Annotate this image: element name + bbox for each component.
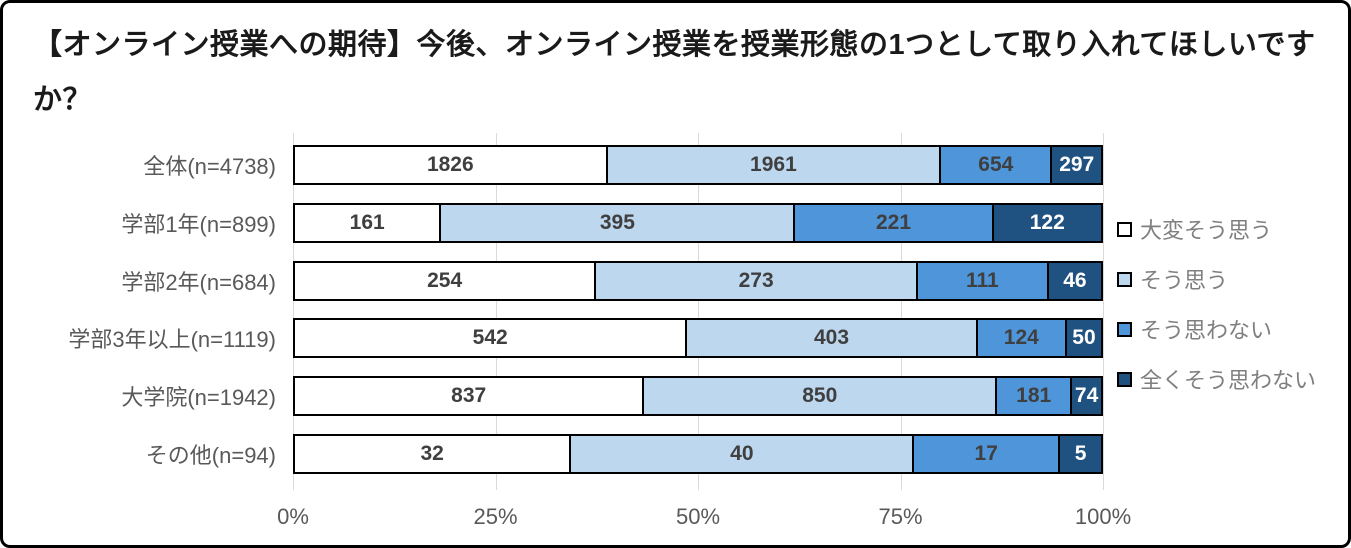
data-label: 74: [1074, 384, 1099, 408]
legend-swatch-icon: [1117, 221, 1132, 237]
data-label: 46: [1063, 268, 1087, 292]
bar-segment: 124: [975, 320, 1065, 357]
bar-segment: 46: [1046, 262, 1101, 299]
bar-segment: 17: [912, 436, 1059, 473]
category-label: 学部2年(n=684): [121, 269, 276, 295]
bar-row: 32 40 17 5: [293, 434, 1103, 475]
bar-segment: 5: [1058, 436, 1101, 473]
data-label: 161: [349, 210, 385, 234]
bar-segment: 654: [939, 146, 1051, 183]
data-label: 254: [427, 268, 463, 292]
legend: 大変そう思う そう思うそう思わない全くそう思わない: [1117, 204, 1348, 404]
bar-segment: 403: [685, 320, 976, 357]
legend-label: 大変そう思う: [1140, 218, 1273, 243]
bar-segment: 122: [991, 204, 1101, 241]
data-label: 654: [978, 152, 1014, 176]
bar-row: 161 395 221 122: [293, 202, 1103, 243]
bar-row: 1826 1961 654 297: [293, 144, 1103, 185]
legend-swatch-icon: [1117, 371, 1132, 387]
bar-segment: 254: [295, 262, 595, 299]
bar-row: 542 403 124 50: [293, 318, 1103, 359]
data-label: 111: [966, 268, 999, 292]
data-label: 837: [451, 384, 487, 408]
bar-segment: 297: [1050, 146, 1101, 183]
gridline-25%: [495, 133, 497, 490]
legend-item: 全くそう思わない: [1117, 354, 1348, 404]
legend-swatch-icon: [1117, 321, 1132, 337]
data-label: 273: [738, 268, 774, 292]
bar-row: 837 850 181 74: [293, 376, 1103, 417]
data-label: 1961: [750, 152, 797, 176]
legend-item: そう思う: [1117, 254, 1348, 304]
chart-title: 【オンライン授業への期待】今後、オンライン授業を授業形態の1つとして取り入れてほ…: [33, 29, 1316, 116]
legend-label: 全くそう思わない: [1140, 368, 1317, 393]
legend-label: そう思う: [1140, 268, 1229, 293]
bar-segment: 837: [295, 378, 643, 415]
data-label: 17: [974, 442, 998, 466]
bar-segment: 32: [295, 436, 570, 473]
category-label: 全体(n=4738): [143, 153, 276, 179]
x-axis-tick: 75%: [878, 504, 923, 529]
category-label: 学部1年(n=899): [121, 211, 276, 237]
bar-segment: 50: [1064, 320, 1101, 357]
legend-swatch-icon: [1117, 271, 1132, 287]
bar-rows: 1826 1961 654 297 161 395 221 122 254 273 111 46 542…: [293, 136, 1103, 483]
plot-gridlines: [293, 133, 1104, 490]
data-label: 221: [876, 210, 912, 234]
x-axis: 0% 25% 50% 75% 100%: [277, 504, 1131, 534]
legend-label: そう思わない: [1140, 318, 1273, 343]
data-label: 32: [420, 442, 444, 466]
legend-item: 大変そう思う: [1117, 204, 1348, 254]
data-label: 403: [814, 326, 850, 350]
data-label: 40: [730, 442, 754, 466]
bar-segment: 111: [915, 262, 1047, 299]
bar-segment: 161: [295, 204, 440, 241]
x-axis-tick: 25%: [473, 504, 518, 529]
x-axis-tick: 50%: [675, 504, 721, 529]
gridline-100%: [1103, 133, 1104, 490]
bar-segment: 542: [295, 320, 686, 357]
bar-segment: 1826: [295, 146, 606, 183]
category-label: その他(n=94): [145, 443, 276, 469]
bar-segment: 1961: [605, 146, 940, 183]
data-label: 297: [1059, 152, 1095, 176]
data-label: 5: [1074, 442, 1087, 466]
bar-segment: 74: [1070, 378, 1101, 415]
legend-item: そう思わない: [1117, 304, 1348, 354]
x-axis-tick: 0%: [277, 504, 309, 529]
gridline-75%: [900, 133, 902, 490]
data-label: 395: [599, 210, 635, 234]
bar-segment: 395: [439, 204, 794, 241]
data-label: 1826: [426, 152, 474, 176]
bar-segment: 273: [594, 262, 916, 299]
gridline-50%: [698, 133, 699, 490]
bar-segment: 221: [793, 204, 992, 241]
bar-segment: 850: [642, 378, 996, 415]
data-label: 50: [1072, 326, 1096, 350]
gridline-0%: [293, 133, 294, 490]
data-label: 124: [1003, 326, 1039, 350]
data-label: 181: [1016, 384, 1052, 408]
category-label: 大学院(n=1942): [121, 385, 276, 411]
category-label: 学部3年以上(n=1119): [68, 327, 276, 353]
bar-row: 254 273 111 46: [293, 260, 1103, 301]
data-label: 122: [1029, 210, 1065, 234]
bar-segment: 181: [995, 378, 1071, 415]
x-axis-tick: 100%: [1074, 504, 1132, 529]
bar-segment: 40: [569, 436, 913, 473]
data-label: 850: [802, 384, 838, 408]
data-label: 542: [472, 326, 508, 350]
category-axis: 全体(n=4738) 学部1年(n=899) 学部2年(n=684) 学部3年以上(n…: [3, 136, 285, 483]
